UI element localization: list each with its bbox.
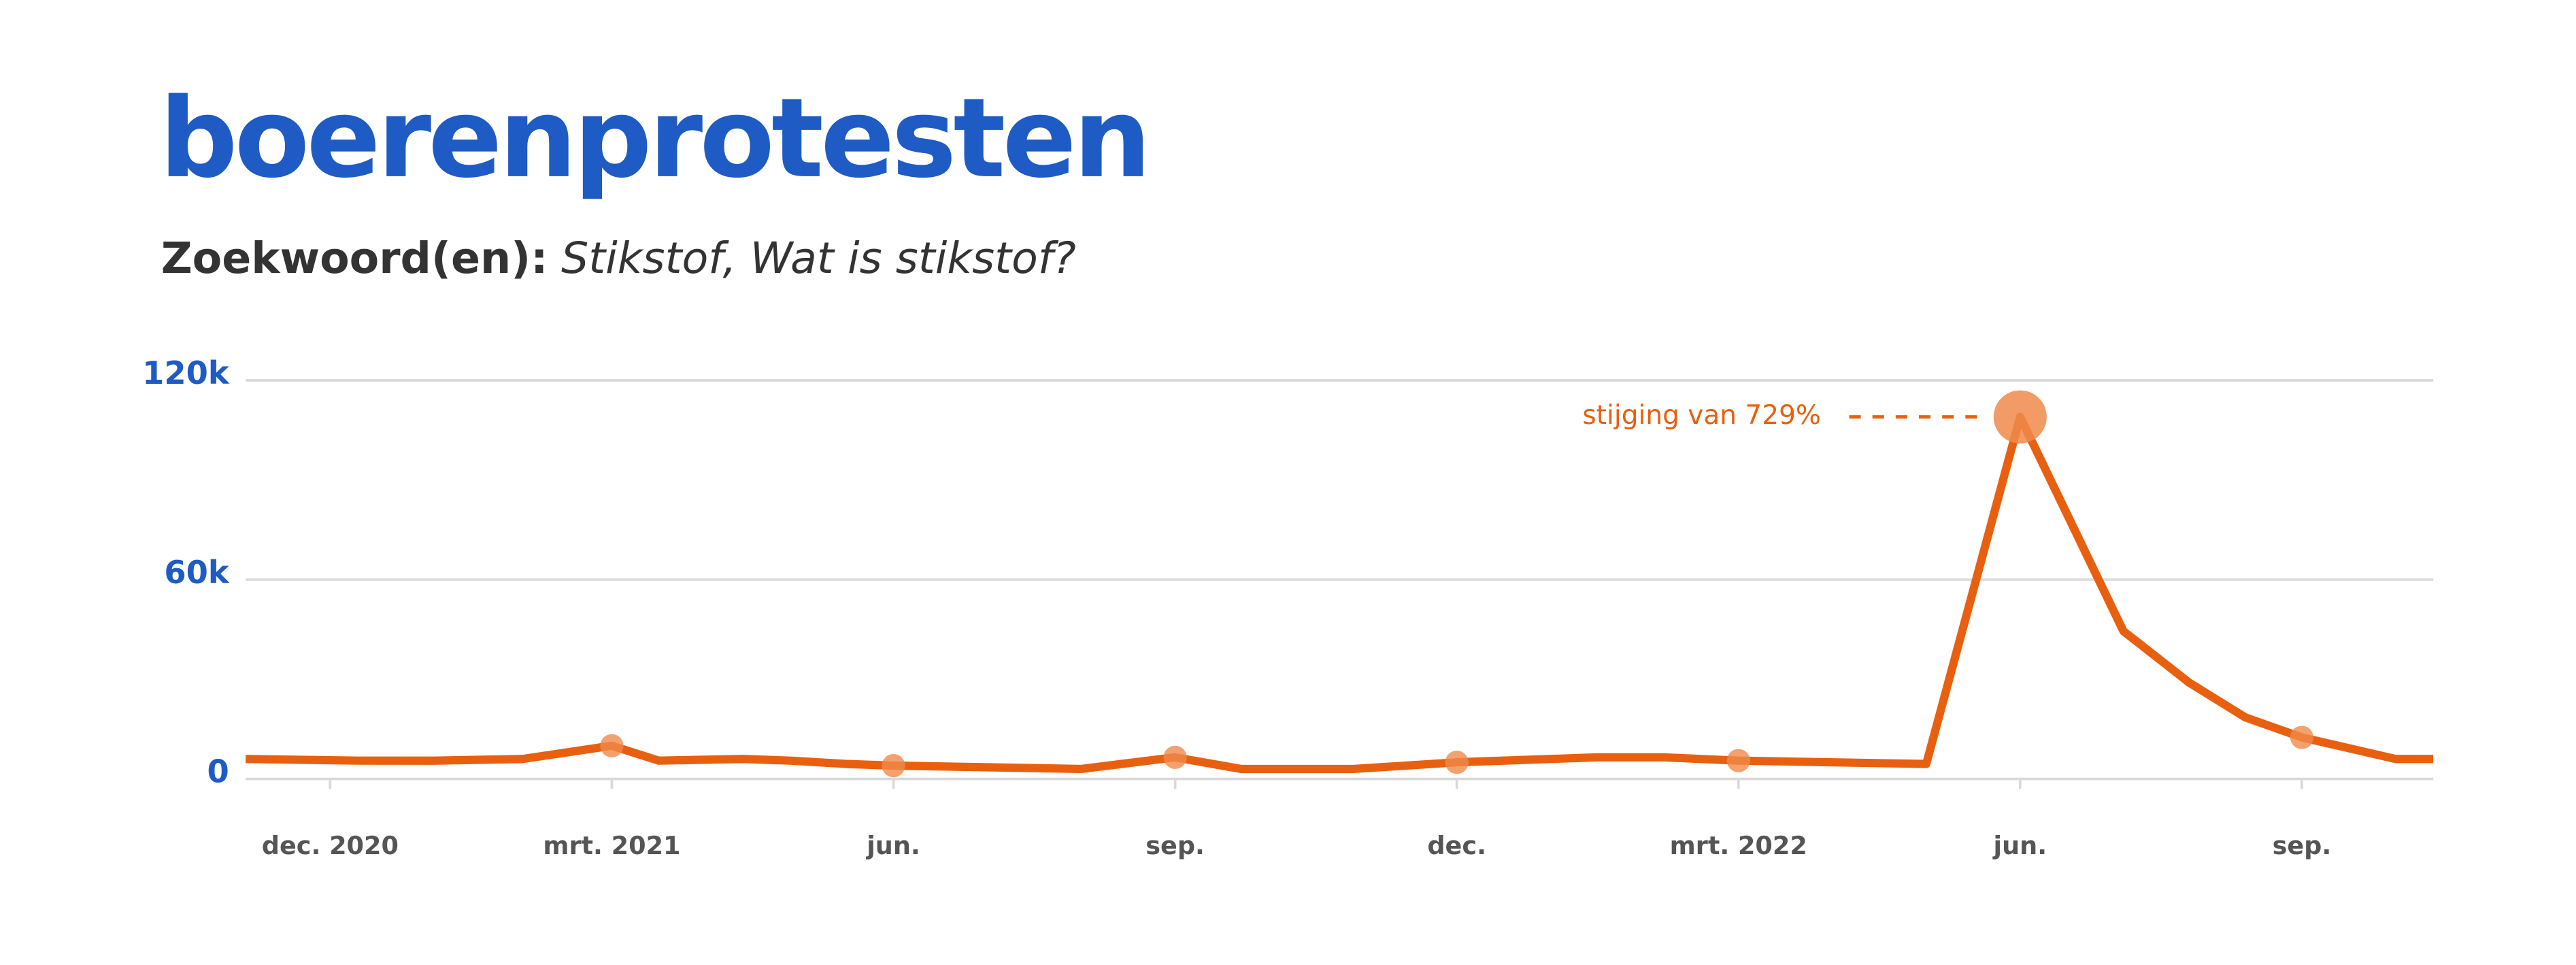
x-tick-label: mrt. 2022 bbox=[1670, 831, 1807, 860]
data-point bbox=[882, 753, 905, 778]
chart-title: boerenprotesten bbox=[159, 75, 1148, 202]
data-line bbox=[246, 412, 2434, 774]
x-tick-label: dec. bbox=[1427, 831, 1486, 860]
x-tick-label: sep. bbox=[2273, 831, 2332, 860]
x-tick-label: mrt. 2021 bbox=[543, 831, 680, 860]
data-point bbox=[1726, 749, 1750, 772]
data-point bbox=[1993, 390, 2047, 444]
y-tick-label: 120k bbox=[142, 355, 230, 391]
data-point bbox=[600, 734, 624, 757]
y-tick-label: 0 bbox=[207, 753, 229, 790]
subtitle: Zoekwoord(en): Stikstof, Wat is stikstof? bbox=[161, 233, 1076, 283]
data-point bbox=[2290, 725, 2313, 749]
x-tick-label: jun. bbox=[1992, 831, 2047, 860]
subtitle-label: Zoekwoord(en): bbox=[161, 233, 548, 283]
x-tick-label: dec. 2020 bbox=[262, 831, 399, 860]
x-tick-label: sep. bbox=[1145, 831, 1205, 860]
data-point bbox=[1445, 751, 1469, 774]
annotation: stijging van 729% bbox=[1582, 400, 1821, 431]
data-point bbox=[1163, 745, 1187, 769]
subtitle-text: Stikstof, Wat is stikstof? bbox=[561, 233, 1076, 283]
x-tick-label: jun. bbox=[865, 831, 920, 860]
y-tick-label: 60k bbox=[164, 554, 230, 591]
